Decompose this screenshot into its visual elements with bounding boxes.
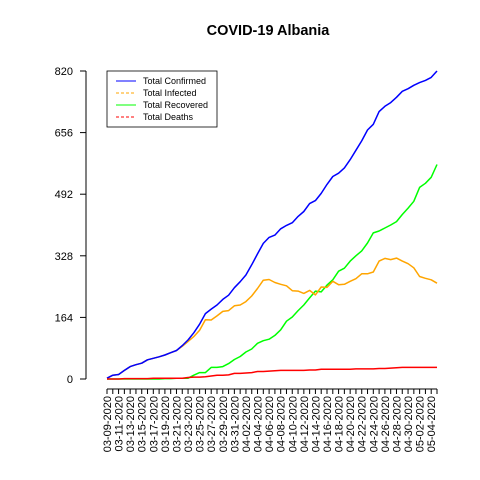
chart-title: COVID-19 Albania (207, 23, 331, 39)
x-tick-label: 04-28-2020 (391, 396, 403, 452)
x-tick-label: 04-22-2020 (357, 396, 369, 452)
x-tick-label: 03-25-2020 (195, 396, 207, 452)
x-tick-label: 04-06-2020 (264, 396, 276, 452)
x-tick-label: 05-02-2020 (415, 396, 427, 452)
x-tick-label: 04-08-2020 (276, 396, 288, 452)
x-tick-label: 04-18-2020 (334, 396, 346, 452)
x-tick-label: 03-27-2020 (206, 396, 218, 452)
x-tick-label: 04-14-2020 (310, 396, 322, 452)
x-tick-label: 03-21-2020 (171, 396, 183, 452)
y-tick-label: 328 (55, 251, 73, 263)
legend-box (106, 70, 218, 128)
x-tick-label: 03-11-2020 (114, 396, 126, 451)
series-lines (106, 70, 438, 380)
x-tick-label: 04-30-2020 (403, 396, 415, 452)
y-tick-label: 492 (55, 189, 73, 201)
x-axis: 03-09-2020 03-11-2020 03-13-2020 03-15-2020… (102, 388, 438, 452)
legend-label: Total Infected (143, 88, 197, 98)
y-tick-label: 656 (55, 128, 73, 140)
legend-label: Total Confirmed (143, 76, 206, 86)
x-tick-label: 04-24-2020 (368, 396, 380, 452)
series-line (107, 366, 437, 380)
legend-label: Total Deaths (143, 112, 194, 122)
x-tick-label: 03-09-2020 (102, 396, 114, 452)
x-tick-label: 03-19-2020 (160, 396, 172, 452)
series-line (107, 164, 438, 380)
y-axis: 0 164 328 492 656 820 (55, 66, 87, 386)
y-tick-label: 0 (67, 374, 73, 386)
x-tick-label: 03-31-2020 (229, 396, 241, 452)
legend: Total Confirmed Total Infected Total Recov… (106, 70, 218, 128)
x-tick-label: 03-15-2020 (137, 396, 149, 452)
x-tick-label: 04-16-2020 (322, 396, 334, 452)
y-tick-label: 164 (55, 312, 73, 324)
series-line (106, 257, 438, 379)
y-tick-label: 820 (55, 66, 73, 78)
x-tick-label: 04-26-2020 (380, 396, 392, 452)
x-tick-label: 05-04-2020 (426, 396, 438, 452)
x-tick-label: 03-17-2020 (148, 396, 160, 452)
x-tick-label: 03-29-2020 (218, 396, 230, 452)
series-line (106, 70, 438, 379)
x-tick-label: 04-02-2020 (241, 396, 253, 452)
x-tick-label: 03-13-2020 (125, 396, 137, 452)
x-tick-label: 04-10-2020 (287, 396, 299, 452)
x-tick-label: 04-20-2020 (345, 396, 357, 452)
x-tick-label: 03-23-2020 (183, 396, 195, 452)
x-tick-label: 04-12-2020 (299, 396, 311, 452)
x-tick-label: 04-04-2020 (253, 396, 265, 452)
legend-label: Total Recovered (143, 100, 208, 110)
